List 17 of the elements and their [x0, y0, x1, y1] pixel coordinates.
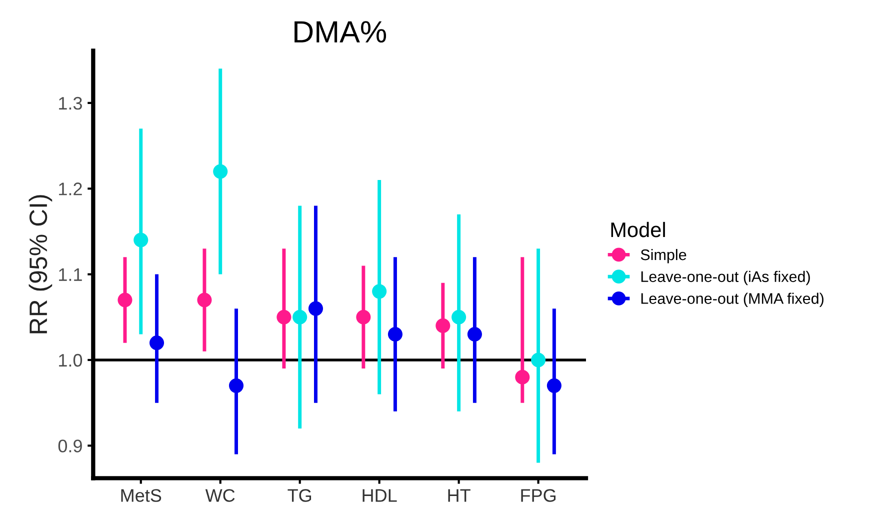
chart-title: DMA% [294, 21, 386, 43]
y-tick-label: 1.0 [59, 354, 82, 367]
legend-label: Leave-one-out (iAs fixed) [641, 270, 810, 286]
y-tick-label: 1.1 [59, 268, 82, 281]
x-tick-label: WC [205, 489, 235, 502]
y-axis-title: RR (95% CI) [28, 195, 52, 334]
x-tick-label: MetS [121, 489, 162, 502]
y-tick-label: 0.9 [58, 440, 82, 452]
x-tick-label: HT [448, 489, 470, 502]
legend-title: Model [611, 222, 665, 238]
x-tick-label: HDL [362, 489, 397, 502]
x-tick-label: TG [288, 489, 312, 502]
x-tick-label: FPG [521, 489, 556, 502]
legend-label: Simple [640, 248, 686, 264]
y-tick-label: 1.2 [59, 182, 82, 196]
legend-label: Leave-one-out (MMA fixed) [641, 292, 824, 307]
y-tick-label: 1.3 [59, 96, 82, 110]
